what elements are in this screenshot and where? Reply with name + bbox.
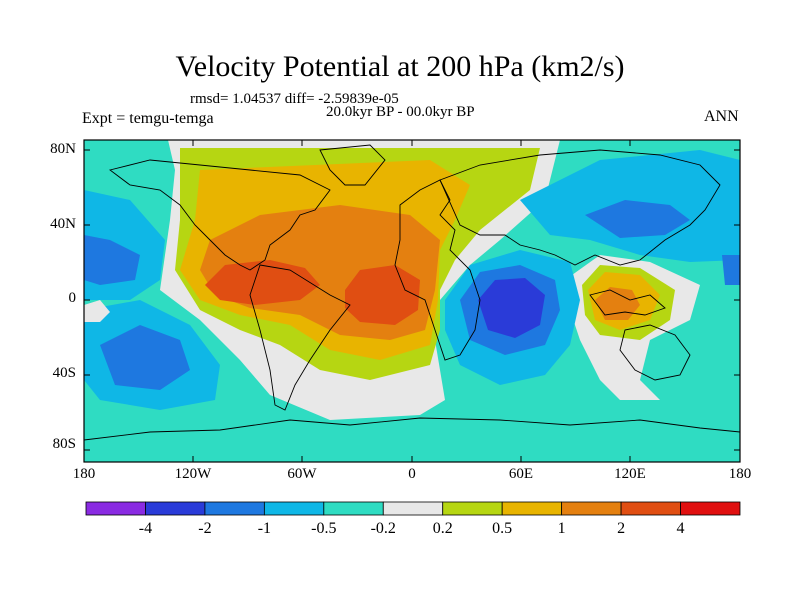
field-pos-maritime-high (595, 287, 640, 320)
map-title: Velocity Potential at 200 hPa (km2/s) (175, 50, 625, 83)
colorbar-label: -0.5 (311, 520, 337, 537)
y-tick-label: 40S (52, 365, 76, 381)
colorbar-swatch (382, 501, 444, 516)
x-tick-label: 60W (287, 466, 317, 482)
coast-eurasia (439, 149, 721, 266)
y-tick-label: 80N (50, 141, 76, 157)
colorbar-label: -4 (138, 520, 153, 537)
experiment-label: Expt = temgu-temga (82, 110, 214, 127)
x-tick-label: 180 (72, 466, 96, 482)
coast-antarctica (84, 417, 740, 441)
coast-greenland (319, 144, 386, 186)
coastlines (84, 144, 740, 441)
x-tick-label: 0 (408, 466, 416, 482)
x-tick-label: 180 (728, 466, 752, 482)
colorbar-swatch (85, 501, 146, 516)
colorbar-swatch (145, 501, 206, 516)
x-tick-label: 60E (508, 466, 534, 482)
stats-line: rmsd= 1.04537 diff= -2.59839e-05 (190, 91, 399, 107)
colorbar-label: 0.5 (492, 520, 513, 537)
axis-tick-marks (84, 140, 740, 462)
field-neg-north-pacific-mid (585, 200, 690, 238)
colorbar-swatch (680, 501, 741, 516)
coast-maritime (589, 289, 666, 316)
field-neg-south-pacific-mid (100, 325, 190, 390)
field-neg-west-pacific-mid (84, 235, 140, 285)
colorbar-swatch (323, 501, 384, 516)
y-tick-label: 0 (68, 290, 77, 306)
colorbar-swatch (263, 501, 325, 516)
x-tick-label: 120E (614, 466, 646, 482)
coast-europe-africa (394, 179, 481, 361)
contour-fields (84, 140, 740, 462)
colorbar-label: -1 (257, 520, 272, 537)
colorbar-label: 0.2 (432, 520, 453, 537)
colorbar-swatch (620, 501, 681, 516)
colorbar-label: 4 (676, 520, 685, 537)
field-neg-east-edge (722, 255, 740, 285)
y-tick-label: 80S (52, 436, 76, 452)
x-tick-label: 120W (174, 466, 212, 482)
colorbar-swatch (204, 501, 265, 516)
colorbar-label: -0.2 (370, 520, 396, 537)
colorbar-label: 1 (557, 520, 566, 537)
colorbar-swatch (561, 501, 622, 516)
colorbar-swatch (442, 501, 503, 516)
coast-australia (619, 324, 691, 381)
colorbar-label: 2 (617, 520, 626, 537)
colorbar (85, 501, 741, 516)
coast-south-america (249, 264, 351, 411)
period-line: 20.0kyr BP - 00.0kyr BP (326, 104, 475, 120)
coast-north-america (108, 159, 331, 271)
field-near-zero-east-pacific (84, 300, 110, 322)
field-neg-indian-core (478, 278, 545, 338)
colorbar-swatch (501, 501, 563, 516)
y-tick-label: 40N (50, 216, 76, 232)
season-label: ANN (704, 108, 739, 125)
colorbar-label: -2 (198, 520, 212, 537)
